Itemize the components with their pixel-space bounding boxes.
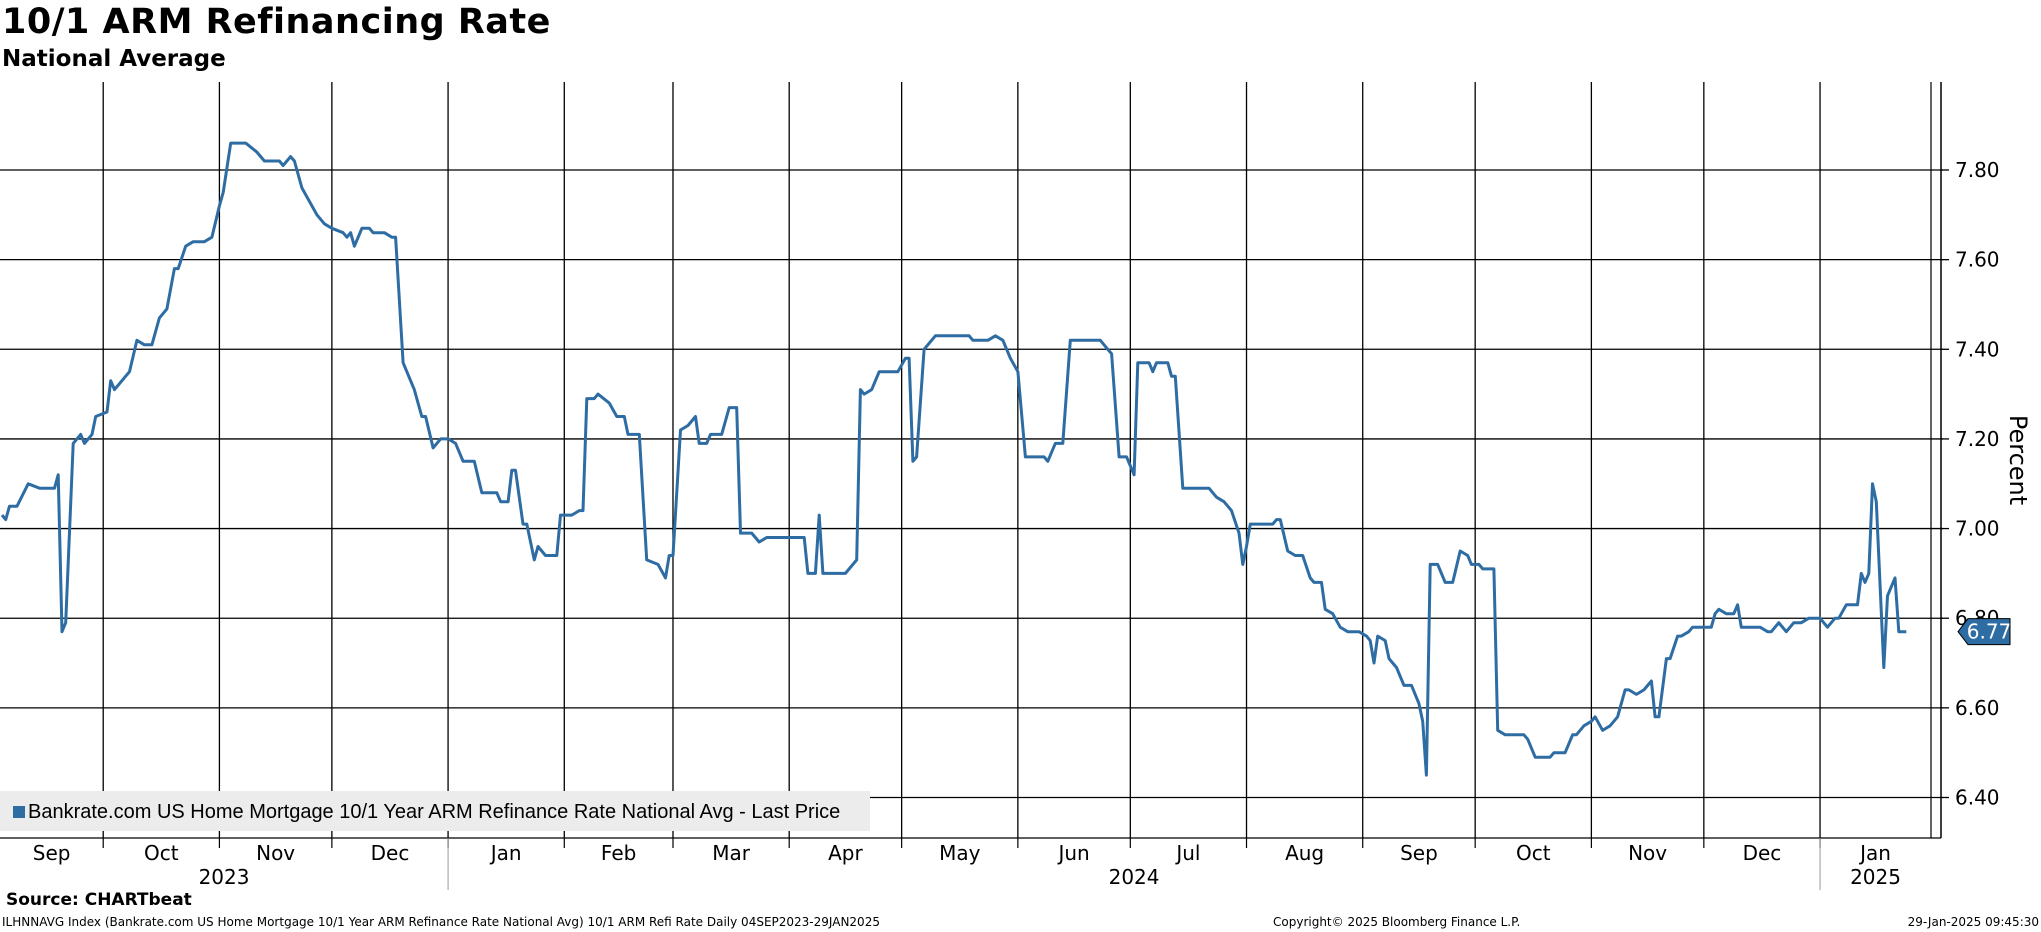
- x-tick-label: Jun: [1056, 841, 1089, 865]
- x-tick-label: Dec: [371, 841, 410, 865]
- y-tick-label: 6.60: [1955, 696, 2000, 720]
- x-tick-label: Jan: [489, 841, 522, 865]
- x-tick-label: Feb: [601, 841, 636, 865]
- timestamp: 29-Jan-2025 09:45:30: [1907, 915, 2039, 929]
- x-tick-label: Jan: [1858, 841, 1891, 865]
- y-tick-label: 7.80: [1955, 158, 2000, 182]
- ticker-info: ILHNNAVG Index (Bankrate.com US Home Mor…: [2, 915, 880, 929]
- source-note: Source: CHARTbeat: [6, 890, 192, 910]
- x-tick-label: Nov: [1628, 841, 1667, 865]
- x-tick-label: Sep: [33, 841, 71, 865]
- x-tick-label: Aug: [1285, 841, 1324, 865]
- series-line: [0, 141, 1907, 777]
- year-label: 2025: [1850, 865, 1901, 889]
- y-tick-label: 6.40: [1955, 786, 2000, 810]
- x-tick-label: Dec: [1743, 841, 1782, 865]
- y-tick-label: 7.60: [1955, 248, 2000, 272]
- chart-subtitle: National Average: [2, 46, 226, 72]
- legend-background: [0, 791, 870, 831]
- copyright-note: Copyright© 2025 Bloomberg Finance L.P.: [1273, 915, 1521, 929]
- x-tick-label: Oct: [144, 841, 179, 865]
- y-tick-label: 7.20: [1955, 427, 2000, 451]
- year-label: 2024: [1109, 865, 1160, 889]
- x-tick-label: Mar: [712, 841, 751, 865]
- legend-swatch: [13, 806, 25, 818]
- year-label: 2023: [199, 865, 250, 889]
- x-tick-label: Oct: [1516, 841, 1551, 865]
- x-tick-label: Apr: [828, 841, 863, 865]
- y-tick-label: 7.00: [1955, 517, 2000, 541]
- x-tick-label: May: [939, 841, 981, 865]
- chart-title: 10/1 ARM Refinancing Rate: [2, 2, 551, 42]
- legend: Bankrate.com US Home Mortgage 10/1 Year …: [0, 791, 870, 831]
- legend-label: Bankrate.com US Home Mortgage 10/1 Year …: [28, 801, 840, 823]
- x-tick-label: Sep: [1400, 841, 1438, 865]
- y-axis-label: Percent: [2004, 415, 2032, 505]
- last-value-tag: 6.77: [1957, 618, 2012, 646]
- last-value-badge: [1957, 618, 2011, 646]
- x-tick-label: Nov: [256, 841, 295, 865]
- x-tick-label: Jul: [1174, 841, 1200, 865]
- last-value-label: 6.77: [1967, 620, 2012, 644]
- y-tick-label: 7.40: [1955, 337, 2000, 361]
